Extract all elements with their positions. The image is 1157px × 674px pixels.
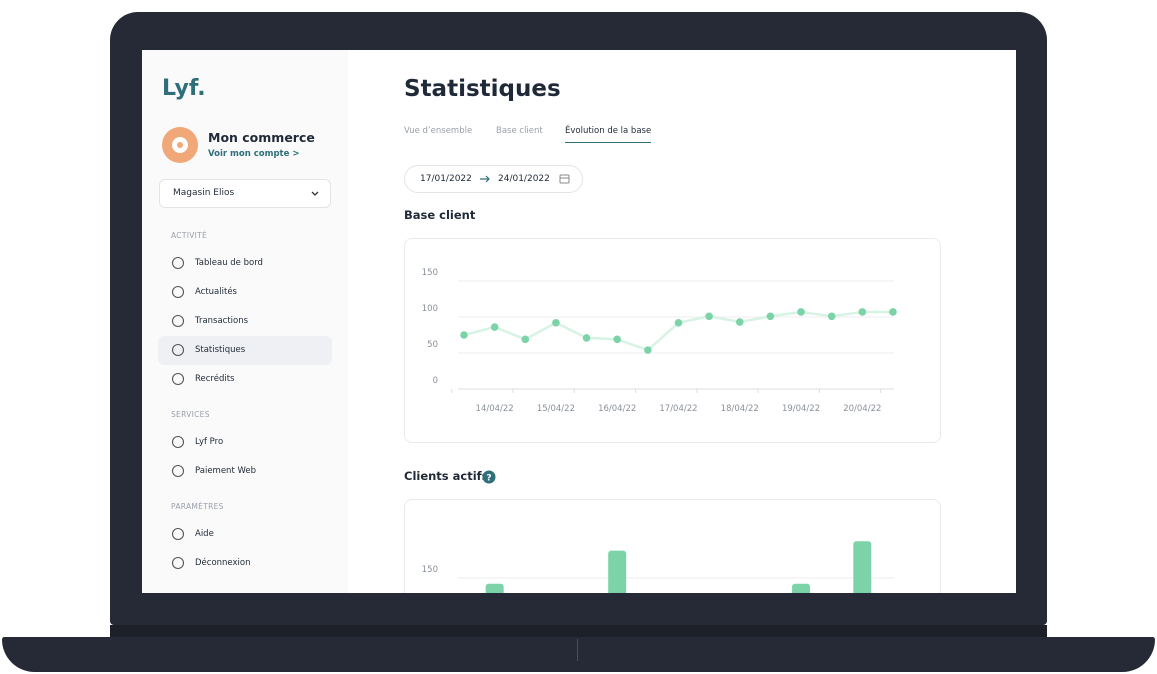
y-tick-label: 100 bbox=[422, 304, 438, 314]
x-tick-label: 19/04/22 bbox=[782, 404, 820, 414]
chart-card bbox=[404, 499, 941, 593]
point bbox=[705, 312, 713, 321]
bar bbox=[608, 550, 627, 593]
point bbox=[613, 335, 621, 344]
nav-item[interactable]: Recrédits bbox=[195, 374, 235, 384]
screen: Lyf. Mon commerce Voir mon compte > Maga… bbox=[142, 50, 1016, 593]
account-link[interactable]: Voir mon compte > bbox=[208, 149, 300, 159]
tab[interactable]: Vue d’ensemble bbox=[404, 126, 473, 136]
point bbox=[889, 308, 897, 316]
chart-title: Clients actifs bbox=[404, 469, 489, 483]
y-tick-label: 150 bbox=[422, 268, 438, 278]
point bbox=[797, 308, 805, 316]
nav-icon bbox=[171, 256, 185, 270]
point bbox=[460, 331, 468, 339]
chevron bbox=[311, 191, 319, 196]
point bbox=[858, 308, 867, 316]
date-from: 17/01/2022 bbox=[420, 174, 472, 184]
nav-icon bbox=[171, 372, 185, 386]
nav-item[interactable]: Déconnexion bbox=[195, 558, 251, 568]
y-tick-label: 50 bbox=[427, 340, 438, 350]
chart-title: Base client bbox=[404, 208, 476, 222]
nav-icon bbox=[171, 556, 185, 570]
laptop-base bbox=[2, 637, 1155, 672]
point bbox=[674, 318, 683, 327]
x-tick-label: 20/04/22 bbox=[843, 404, 881, 414]
x-tick-label: 14/04/22 bbox=[476, 404, 514, 414]
x-tick-label: 17/04/22 bbox=[659, 404, 697, 414]
x-tick-label: 16/04/22 bbox=[598, 404, 636, 414]
point bbox=[644, 346, 652, 354]
nav-active-bg bbox=[158, 336, 332, 365]
y-tick-label: 150 bbox=[422, 565, 438, 575]
laptop-notch bbox=[577, 639, 578, 661]
logo[interactable]: Lyf. bbox=[162, 76, 206, 101]
page-title: Statistiques bbox=[404, 76, 561, 102]
nav-item[interactable]: Aide bbox=[195, 529, 214, 539]
account-name: Mon commerce bbox=[208, 130, 315, 145]
point bbox=[766, 312, 775, 321]
nav-icon bbox=[171, 285, 185, 299]
section-title: SERVICES bbox=[171, 410, 210, 419]
nav-item[interactable]: Statistiques bbox=[195, 345, 246, 355]
bar bbox=[792, 583, 811, 593]
arrow bbox=[480, 175, 490, 183]
section-title: ACTIVITÉ bbox=[171, 231, 208, 240]
charts: 0 50 100 150 14/04/22 15/04/22 16/04/22 17/04/2… bbox=[422, 268, 897, 593]
y-tick-label: 0 bbox=[433, 376, 438, 386]
point bbox=[521, 335, 530, 344]
sidebar: Lyf. Mon commerce Voir mon compte > Maga… bbox=[142, 50, 348, 593]
calendar-icon bbox=[559, 174, 570, 184]
nav-icon bbox=[171, 314, 185, 328]
section-title: PARAMÈTRES bbox=[171, 502, 224, 511]
bar bbox=[485, 583, 504, 593]
nav-item[interactable]: Transactions bbox=[195, 316, 249, 326]
date-range[interactable]: 17/01/2022 24/01/2022 bbox=[404, 165, 583, 193]
nav-icon bbox=[171, 527, 185, 541]
point bbox=[827, 312, 836, 321]
nav-item[interactable]: Lyf Pro bbox=[195, 437, 224, 447]
tab[interactable]: Évolution de la base bbox=[565, 126, 652, 143]
nav-icon bbox=[171, 343, 185, 357]
store-select-label: Magasin Elios bbox=[173, 188, 235, 198]
x-tick-label: 18/04/22 bbox=[721, 404, 759, 414]
help-icon[interactable]: ? bbox=[482, 470, 496, 484]
nav-item[interactable]: Actualités bbox=[195, 287, 237, 297]
svg-text:?: ? bbox=[486, 474, 491, 484]
tab[interactable]: Base client bbox=[496, 126, 543, 136]
point bbox=[735, 318, 744, 326]
chart-card bbox=[404, 238, 941, 443]
nav-icon bbox=[171, 464, 185, 478]
x-tick-label: 15/04/22 bbox=[537, 404, 575, 414]
nav-item[interactable]: Tableau de bord bbox=[195, 258, 263, 268]
avatar[interactable] bbox=[162, 127, 198, 163]
nav-item[interactable]: Paiement Web bbox=[195, 466, 257, 476]
laptop-hinge bbox=[110, 625, 1047, 637]
point bbox=[582, 334, 591, 342]
nav-icon bbox=[171, 435, 185, 449]
point bbox=[490, 323, 499, 331]
store-select[interactable]: Magasin Elios bbox=[159, 179, 331, 208]
date-to: 24/01/2022 bbox=[498, 174, 550, 184]
bar bbox=[853, 541, 872, 593]
point bbox=[552, 318, 560, 327]
